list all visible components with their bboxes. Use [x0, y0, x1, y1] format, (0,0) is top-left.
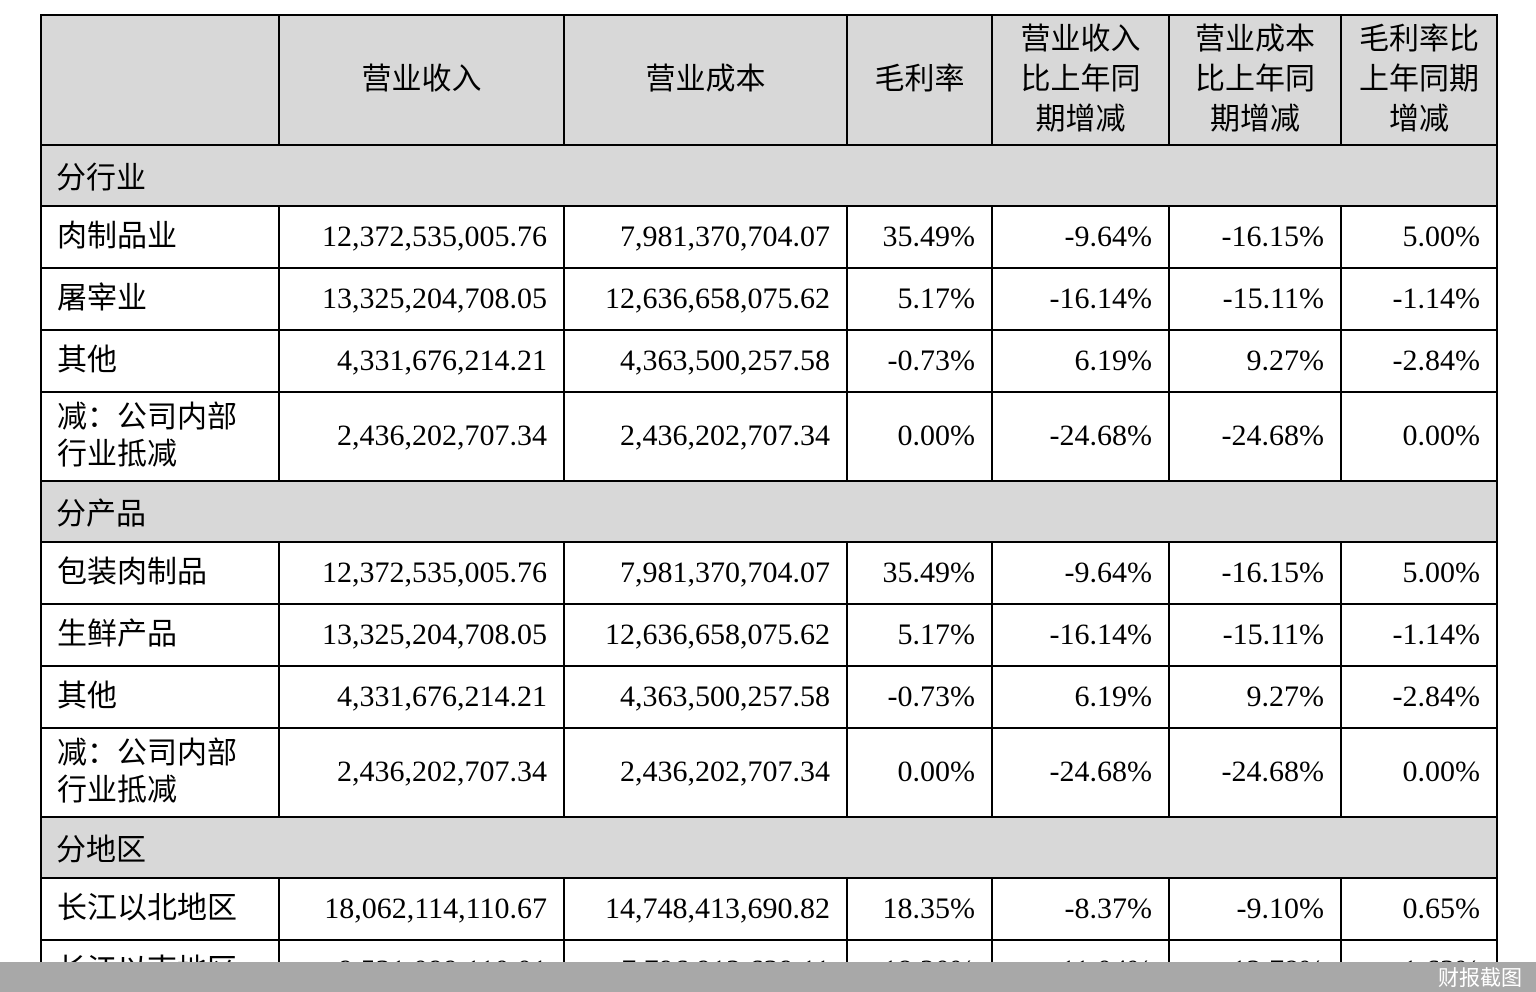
table-row: 生鲜产品 13,325,204,708.05 12,636,658,075.62… — [40, 602, 1498, 667]
margin-yoy-cell: -2.84% — [1340, 664, 1498, 729]
table-row: 包装肉制品 12,372,535,005.76 7,981,370,704.07… — [40, 540, 1498, 605]
header-blank — [40, 14, 280, 146]
row-label: 长江以北地区 — [40, 876, 280, 941]
cost-cell: 7,981,370,704.07 — [563, 540, 848, 605]
gross-margin-cell: 35.49% — [846, 540, 993, 605]
margin-yoy-cell: -2.84% — [1340, 328, 1498, 393]
row-label: 其他 — [40, 328, 280, 393]
cost-yoy-cell: -15.11% — [1168, 602, 1342, 667]
margin-yoy-cell: 0.00% — [1340, 390, 1498, 482]
row-label: 减：公司内部行业抵减 — [40, 390, 280, 482]
row-label: 生鲜产品 — [40, 602, 280, 667]
section-label-region: 分地区 — [40, 815, 1498, 879]
cost-yoy-cell: 9.27% — [1168, 664, 1342, 729]
cost-yoy-cell: -15.11% — [1168, 266, 1342, 331]
table-row: 其他 4,331,676,214.21 4,363,500,257.58 -0.… — [40, 328, 1498, 393]
cost-cell: 4,363,500,257.58 — [563, 664, 848, 729]
financial-segment-table: 营业收入 营业成本 毛利率 营业收入比上年同期增减 营业成本比上年同期增减 毛利… — [40, 14, 1498, 992]
margin-yoy-cell: 5.00% — [1340, 540, 1498, 605]
margin-yoy-cell: 0.00% — [1340, 726, 1498, 818]
revenue-yoy-cell: -24.68% — [991, 390, 1170, 482]
gross-margin-cell: 0.00% — [846, 390, 993, 482]
revenue-yoy-cell: -16.14% — [991, 602, 1170, 667]
cost-yoy-cell: -24.68% — [1168, 726, 1342, 818]
table-row: 减：公司内部行业抵减 2,436,202,707.34 2,436,202,70… — [40, 390, 1498, 482]
header-cost: 营业成本 — [563, 14, 848, 146]
cost-cell: 12,636,658,075.62 — [563, 266, 848, 331]
revenue-cell: 12,372,535,005.76 — [278, 540, 565, 605]
row-label: 肉制品业 — [40, 204, 280, 269]
gross-margin-cell: -0.73% — [846, 664, 993, 729]
table-row: 屠宰业 13,325,204,708.05 12,636,658,075.62 … — [40, 266, 1498, 331]
table-row: 其他 4,331,676,214.21 4,363,500,257.58 -0.… — [40, 664, 1498, 729]
margin-yoy-cell: -1.14% — [1340, 602, 1498, 667]
cost-yoy-cell: -9.10% — [1168, 876, 1342, 941]
header-gross-margin: 毛利率 — [846, 14, 993, 146]
header-revenue: 营业收入 — [278, 14, 565, 146]
header-row: 营业收入 营业成本 毛利率 营业收入比上年同期增减 营业成本比上年同期增减 毛利… — [40, 14, 1498, 146]
row-label: 屠宰业 — [40, 266, 280, 331]
section-label-industry: 分行业 — [40, 143, 1498, 207]
section-row-region: 分地区 — [40, 815, 1498, 879]
watermark-label: 财报截图 — [1438, 967, 1522, 990]
cost-cell: 12,636,658,075.62 — [563, 602, 848, 667]
header-revenue-yoy: 营业收入比上年同期增减 — [991, 14, 1170, 146]
revenue-yoy-cell: 6.19% — [991, 664, 1170, 729]
cost-cell: 4,363,500,257.58 — [563, 328, 848, 393]
revenue-cell: 2,436,202,707.34 — [278, 726, 565, 818]
gross-margin-cell: -0.73% — [846, 328, 993, 393]
revenue-yoy-cell: -9.64% — [991, 204, 1170, 269]
section-row-product: 分产品 — [40, 479, 1498, 543]
revenue-cell: 12,372,535,005.76 — [278, 204, 565, 269]
revenue-cell: 2,436,202,707.34 — [278, 390, 565, 482]
cost-yoy-cell: -16.15% — [1168, 540, 1342, 605]
gross-margin-cell: 0.00% — [846, 726, 993, 818]
row-label: 减：公司内部行业抵减 — [40, 726, 280, 818]
cost-cell: 2,436,202,707.34 — [563, 390, 848, 482]
section-row-industry: 分行业 — [40, 143, 1498, 207]
revenue-cell: 18,062,114,110.67 — [278, 876, 565, 941]
margin-yoy-cell: -1.14% — [1340, 266, 1498, 331]
row-label: 其他 — [40, 664, 280, 729]
revenue-yoy-cell: -9.64% — [991, 540, 1170, 605]
section-label-product: 分产品 — [40, 479, 1498, 543]
cost-cell: 14,748,413,690.82 — [563, 876, 848, 941]
cost-yoy-cell: -24.68% — [1168, 390, 1342, 482]
cost-cell: 7,981,370,704.07 — [563, 204, 848, 269]
gross-margin-cell: 18.35% — [846, 876, 993, 941]
header-margin-yoy: 毛利率比上年同期增减 — [1340, 14, 1498, 146]
revenue-cell: 13,325,204,708.05 — [278, 602, 565, 667]
revenue-yoy-cell: 6.19% — [991, 328, 1170, 393]
row-label: 包装肉制品 — [40, 540, 280, 605]
cost-yoy-cell: 9.27% — [1168, 328, 1342, 393]
gross-margin-cell: 5.17% — [846, 602, 993, 667]
revenue-cell: 4,331,676,214.21 — [278, 328, 565, 393]
revenue-cell: 13,325,204,708.05 — [278, 266, 565, 331]
margin-yoy-cell: 5.00% — [1340, 204, 1498, 269]
header-cost-yoy: 营业成本比上年同期增减 — [1168, 14, 1342, 146]
revenue-yoy-cell: -16.14% — [991, 266, 1170, 331]
margin-yoy-cell: 0.65% — [1340, 876, 1498, 941]
financial-segment-table-container: 营业收入 营业成本 毛利率 营业收入比上年同期增减 营业成本比上年同期增减 毛利… — [40, 14, 1498, 992]
table-row: 减：公司内部行业抵减 2,436,202,707.34 2,436,202,70… — [40, 726, 1498, 818]
gross-margin-cell: 35.49% — [846, 204, 993, 269]
revenue-yoy-cell: -8.37% — [991, 876, 1170, 941]
revenue-yoy-cell: -24.68% — [991, 726, 1170, 818]
table-row: 肉制品业 12,372,535,005.76 7,981,370,704.07 … — [40, 204, 1498, 269]
table-row: 长江以北地区 18,062,114,110.67 14,748,413,690.… — [40, 876, 1498, 941]
gross-margin-cell: 5.17% — [846, 266, 993, 331]
watermark-bar: 财报截图 — [0, 962, 1536, 992]
revenue-cell: 4,331,676,214.21 — [278, 664, 565, 729]
cost-yoy-cell: -16.15% — [1168, 204, 1342, 269]
cost-cell: 2,436,202,707.34 — [563, 726, 848, 818]
